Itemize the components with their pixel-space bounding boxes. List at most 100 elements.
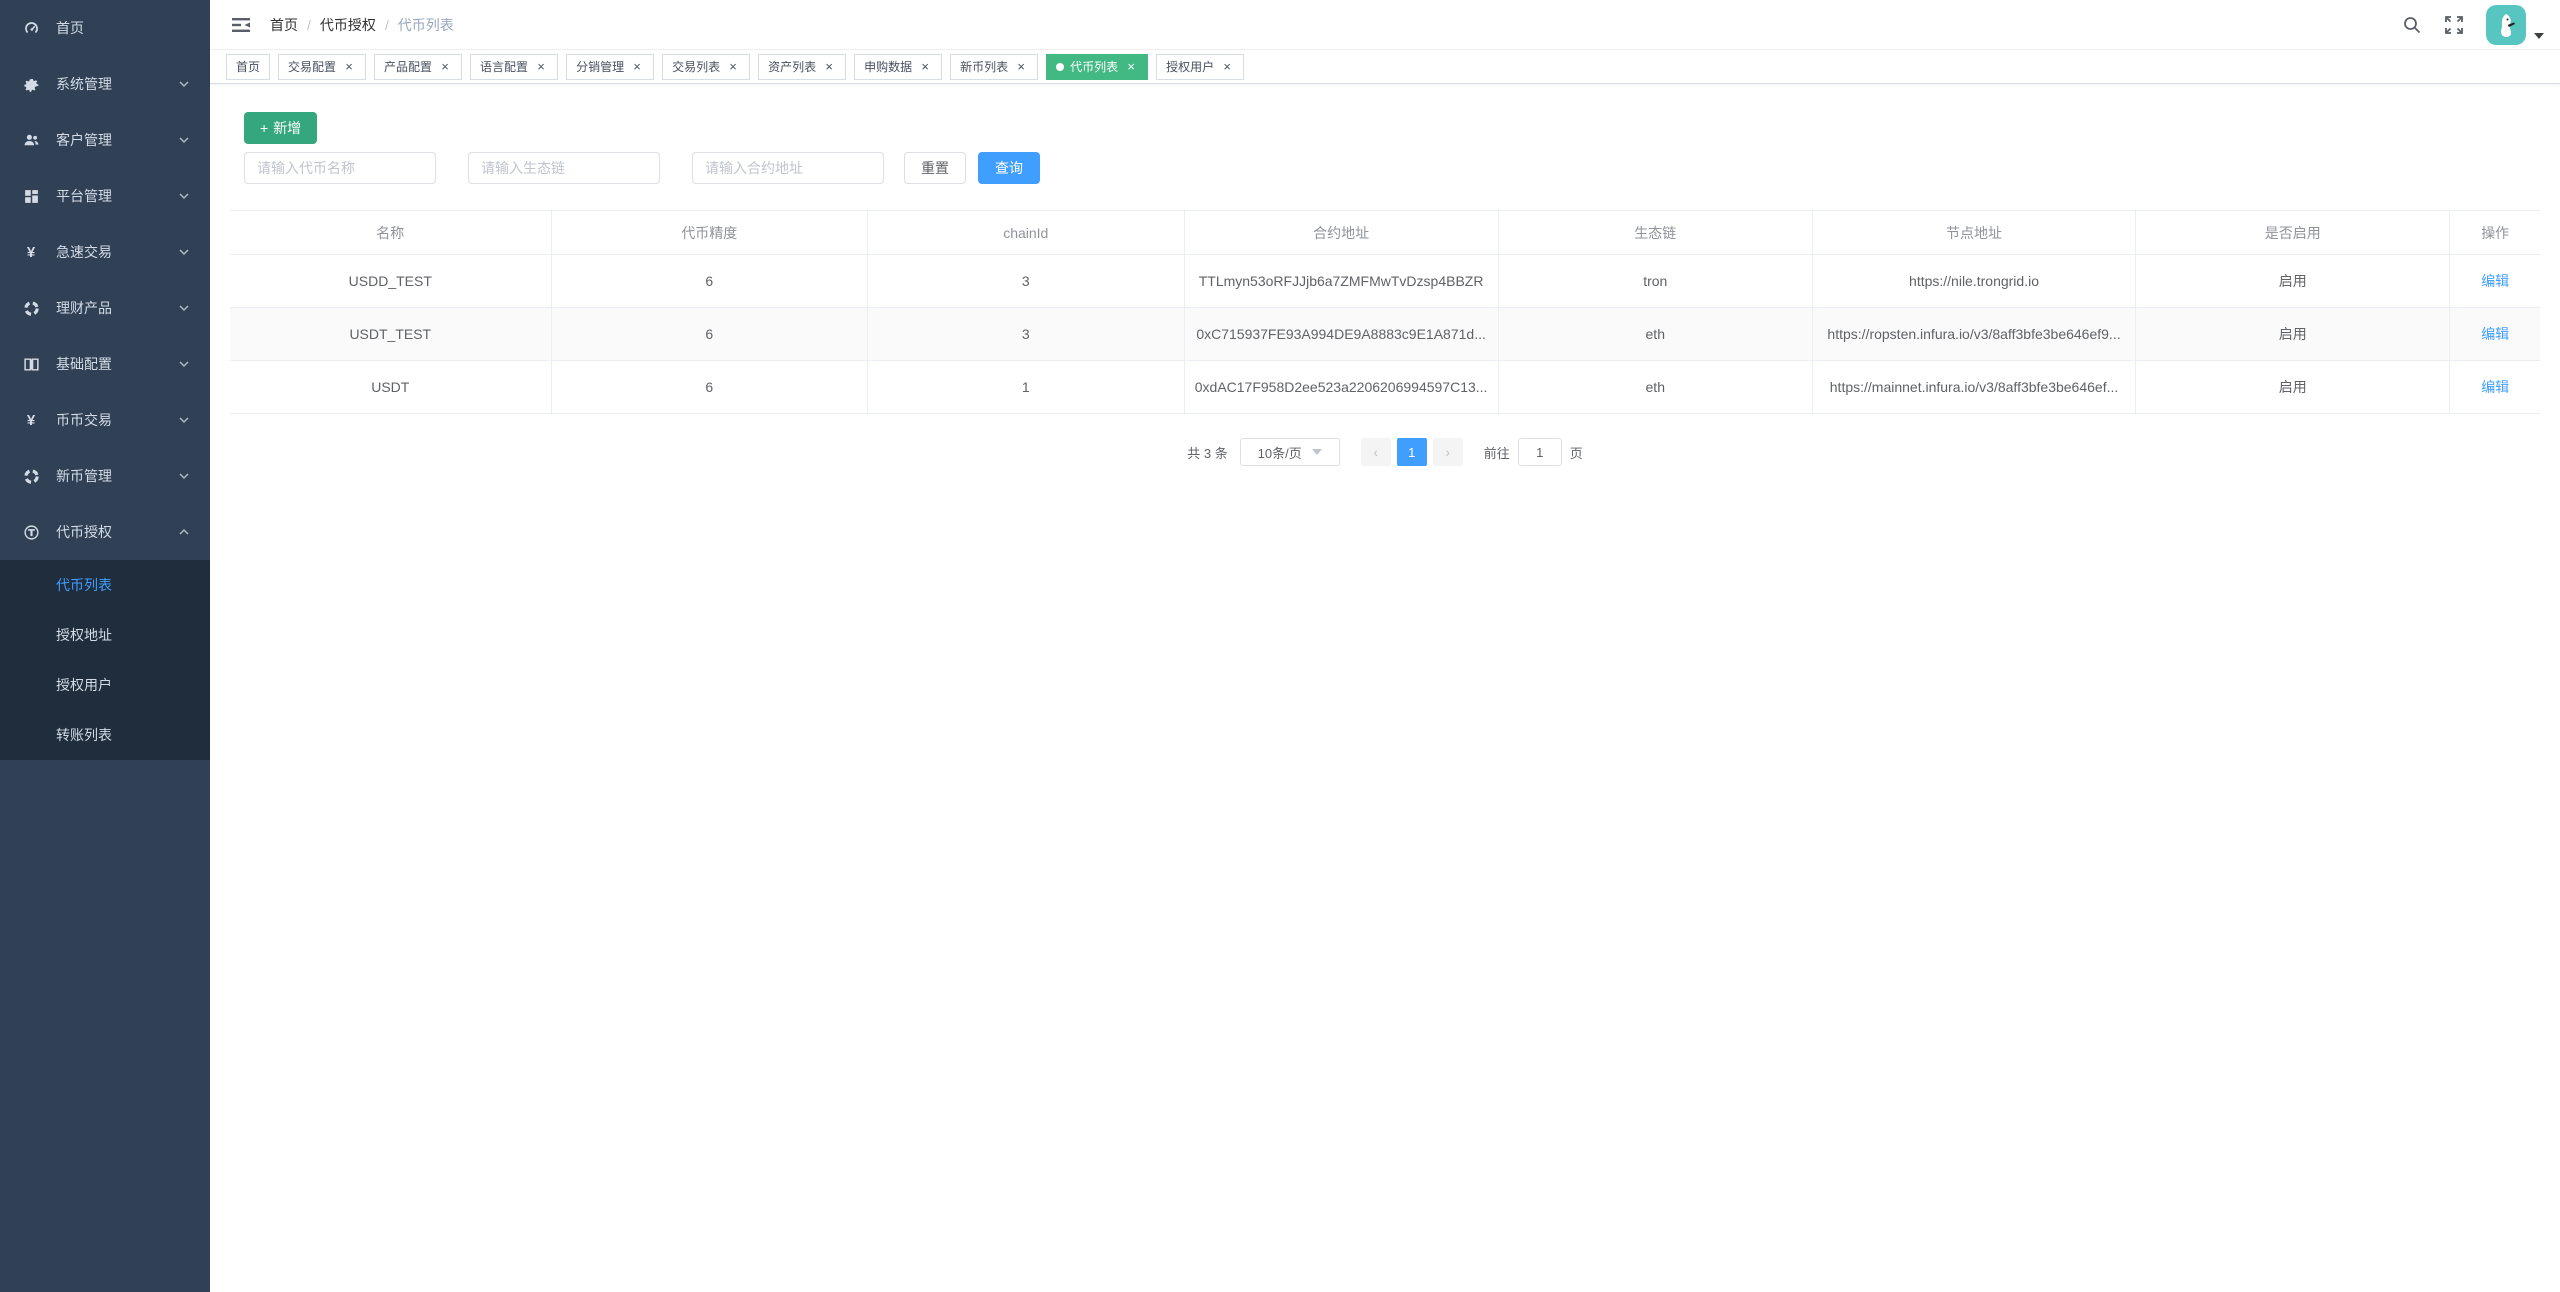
sidebar-item-transfer-list[interactable]: 转账列表	[0, 710, 210, 760]
tab-product-config[interactable]: 产品配置 ×	[374, 53, 463, 80]
filter-row: 重置 查询	[244, 152, 2540, 184]
close-icon[interactable]: ×	[1017, 59, 1025, 74]
sidebar-item-home[interactable]: 首页	[0, 0, 210, 56]
tether-icon	[22, 523, 40, 541]
fullscreen-icon[interactable]	[2444, 15, 2464, 35]
sidebar-item-platform[interactable]: 平台管理	[0, 168, 210, 224]
cell-contract: 0xdAC17F958D2ee523a2206206994597C13...	[1184, 360, 1499, 414]
prev-page-button[interactable]: ‹	[1360, 438, 1391, 466]
user-menu[interactable]	[2486, 4, 2544, 45]
chevron-down-icon	[178, 358, 190, 370]
page-number-1[interactable]: 1	[1396, 438, 1427, 466]
add-button[interactable]: + 新增	[244, 112, 318, 144]
chevron-down-icon	[178, 190, 190, 202]
tab-label: 语言配置	[480, 60, 529, 74]
sidebar-item-customers[interactable]: 客户管理	[0, 112, 210, 168]
sidebar-item-new-coin[interactable]: 新币管理	[0, 448, 210, 504]
cell-precision: 6	[551, 307, 869, 361]
chevron-down-icon	[178, 134, 190, 146]
cell-eco-chain: eth	[1498, 360, 1813, 414]
close-icon[interactable]: ×	[825, 59, 833, 74]
sidebar-item-system[interactable]: 系统管理	[0, 56, 210, 112]
tab-trade-config[interactable]: 交易配置 ×	[278, 53, 367, 80]
cell-enabled: 启用	[2135, 254, 2451, 308]
cell-node: https://nile.trongrid.io	[1812, 254, 2137, 308]
query-button[interactable]: 查询	[978, 152, 1040, 184]
submenu-item-label: 授权用户	[56, 677, 112, 693]
yen-icon: ¥	[26, 243, 36, 261]
next-page-button[interactable]: ›	[1432, 438, 1463, 466]
edit-link[interactable]: 编辑	[2481, 273, 2510, 289]
tab-trade-list[interactable]: 交易列表 ×	[662, 53, 751, 80]
hamburger-icon[interactable]	[230, 14, 252, 36]
sidebar-item-label: 平台管理	[56, 188, 112, 204]
tab-label: 分销管理	[576, 60, 625, 74]
sidebar-item-token-list[interactable]: 代币列表	[0, 560, 210, 610]
breadcrumb-token-auth[interactable]: 代币授权	[319, 16, 376, 33]
chevron-down-icon	[178, 246, 190, 258]
sidebar-item-wealth[interactable]: 理财产品	[0, 280, 210, 336]
main-area: 首页 / 代币授权 / 代币列表	[210, 0, 2560, 1292]
close-icon[interactable]: ×	[441, 59, 449, 74]
sidebar-item-token-auth[interactable]: 代币授权	[0, 504, 210, 560]
edit-link[interactable]: 编辑	[2481, 326, 2510, 342]
cell-enabled: 启用	[2135, 360, 2451, 414]
page-content: + 新增 重置 查询 名称 代币精度	[210, 84, 2560, 1292]
table-row: USDT 6 1 0xdAC17F958D2ee523a220620699459…	[230, 360, 2540, 414]
breadcrumb-separator: /	[384, 16, 389, 33]
tab-label: 资产列表	[768, 60, 817, 74]
goto-page-input[interactable]	[1517, 438, 1562, 466]
sidebar-item-coin-trade[interactable]: ¥ 币币交易	[0, 392, 210, 448]
sidebar-item-fast-trade[interactable]: ¥ 急速交易	[0, 224, 210, 280]
reset-button[interactable]: 重置	[904, 152, 966, 184]
cell-chainid: 3	[867, 254, 1185, 308]
book-icon	[22, 355, 40, 373]
tab-asset-list[interactable]: 资产列表 ×	[758, 53, 847, 80]
tab-label: 产品配置	[384, 60, 433, 74]
cell-enabled: 启用	[2135, 307, 2451, 361]
tab-auth-user[interactable]: 授权用户 ×	[1156, 53, 1245, 80]
search-icon[interactable]	[2402, 15, 2422, 35]
sidebar-item-auth-user[interactable]: 授权用户	[0, 660, 210, 710]
close-icon[interactable]: ×	[921, 59, 929, 74]
col-enabled: 是否启用	[2135, 210, 2451, 255]
page-size-select[interactable]: 10条/页	[1239, 438, 1340, 466]
plus-icon: +	[260, 120, 269, 136]
close-icon[interactable]: ×	[729, 59, 737, 74]
sidebar-item-basic-config[interactable]: 基础配置	[0, 336, 210, 392]
edit-link[interactable]: 编辑	[2481, 379, 2510, 395]
submenu-item-label: 转账列表	[56, 727, 112, 743]
tab-language-config[interactable]: 语言配置 ×	[470, 53, 559, 80]
avatar[interactable]	[2486, 4, 2526, 45]
caret-down-icon[interactable]	[2534, 32, 2544, 39]
tab-new-coin-list[interactable]: 新币列表 ×	[950, 53, 1039, 80]
col-name: 名称	[230, 210, 552, 255]
close-icon[interactable]: ×	[633, 59, 641, 74]
cell-chainid: 1	[867, 360, 1185, 414]
grid-icon	[22, 187, 40, 205]
breadcrumb: 首页 / 代币授权 / 代币列表	[270, 15, 454, 35]
col-actions: 操作	[2449, 210, 2540, 255]
tab-token-list[interactable]: 代币列表 ×	[1046, 53, 1149, 80]
contract-address-input[interactable]	[692, 152, 884, 184]
close-icon[interactable]: ×	[345, 59, 353, 74]
sidebar-item-label: 币币交易	[56, 412, 112, 428]
submenu-item-label: 代币列表	[56, 577, 112, 593]
sidebar-item-auth-address[interactable]: 授权地址	[0, 610, 210, 660]
token-name-input[interactable]	[244, 152, 436, 184]
tab-subscribe-data[interactable]: 申购数据 ×	[854, 53, 943, 80]
breadcrumb-home[interactable]: 首页	[270, 16, 298, 33]
tab-label: 申购数据	[864, 60, 913, 74]
close-icon[interactable]: ×	[537, 59, 545, 74]
page-size-label: 10条/页	[1257, 445, 1302, 461]
tab-distribution[interactable]: 分销管理 ×	[566, 53, 655, 80]
col-eco-chain: 生态链	[1498, 210, 1813, 255]
chevron-down-icon	[178, 470, 190, 482]
close-icon[interactable]: ×	[1223, 59, 1231, 74]
cell-precision: 6	[551, 360, 869, 414]
sidebar-item-label: 理财产品	[56, 300, 112, 316]
eco-chain-input[interactable]	[468, 152, 660, 184]
tab-home[interactable]: 首页	[226, 53, 271, 80]
close-icon[interactable]: ×	[1127, 59, 1135, 74]
